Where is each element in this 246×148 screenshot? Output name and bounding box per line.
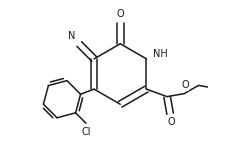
Text: O: O	[167, 117, 175, 127]
Text: NH: NH	[154, 49, 168, 59]
Text: Cl: Cl	[81, 127, 91, 137]
Text: O: O	[116, 9, 124, 19]
Text: O: O	[181, 80, 189, 90]
Text: N: N	[68, 31, 76, 41]
